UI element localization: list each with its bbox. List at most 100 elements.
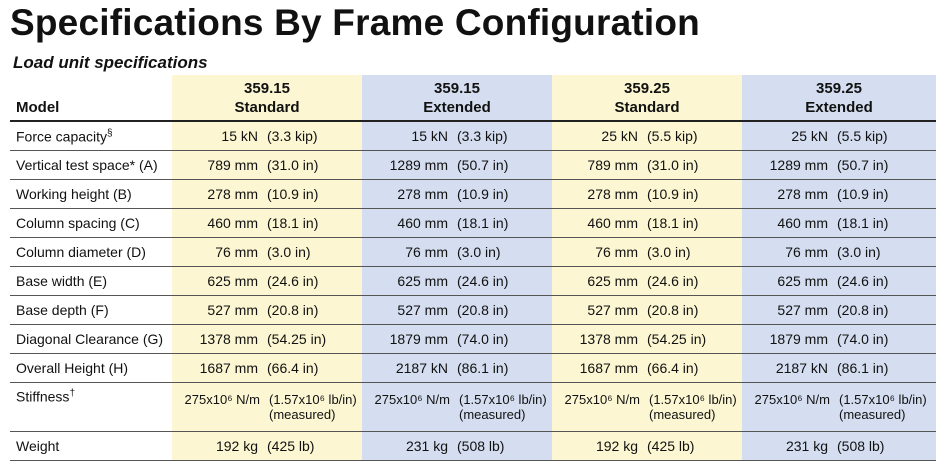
imperial-value: (10.9 in)	[837, 186, 889, 202]
label-text: Column diameter (D)	[16, 244, 146, 260]
imperial-wrap: (1.57x10⁶ lb/in) (measured)	[640, 392, 737, 422]
spec-cell: 527 mm (20.8 in)	[362, 295, 552, 325]
imperial-value: (18.1 in)	[267, 215, 319, 231]
imperial-value: (54.25 in)	[267, 331, 327, 347]
spec-row: Vertical test space* (A) 789 mm (31.0 in) 1…	[10, 150, 936, 180]
footnote-mark: †	[69, 388, 75, 399]
imperial-wrap: (10.9 in)	[828, 186, 888, 202]
imperial-wrap: (50.7 in)	[828, 157, 888, 173]
imperial-value: (10.9 in)	[647, 186, 699, 202]
imperial-wrap: (31.0 in)	[258, 157, 318, 173]
imperial-wrap: (20.8 in)	[638, 302, 698, 318]
metric-value: 527 mm	[587, 302, 638, 318]
imperial-wrap: (66.4 in)	[258, 360, 318, 376]
spec-cell: 278 mm (10.9 in)	[172, 179, 362, 209]
spec-cell: 2187 kN (86.1 in)	[742, 353, 936, 383]
imperial-value: (50.7 in)	[837, 157, 889, 173]
spec-cell: 231 kg (508 lb)	[742, 431, 936, 461]
imperial-wrap: (10.9 in)	[638, 186, 698, 202]
spec-cell: 15 kN (3.3 kip)	[362, 121, 552, 151]
spec-cell: 278 mm (10.9 in)	[362, 179, 552, 209]
imperial-value: (86.1 in)	[837, 360, 889, 376]
imperial-wrap: (3.0 in)	[258, 244, 311, 260]
imperial-value: (1.57x10⁶ lb/in)	[269, 392, 357, 407]
spec-cell: 527 mm (20.8 in)	[742, 295, 936, 325]
imperial-value: (1.57x10⁶ lb/in)	[459, 392, 547, 407]
imperial-wrap: (54.25 in)	[258, 331, 326, 347]
imperial-value: (3.0 in)	[457, 244, 501, 260]
spec-cell: 278 mm (10.9 in)	[552, 179, 742, 209]
metric-value: 192 kg	[215, 438, 258, 454]
label-text: Base width (E)	[16, 273, 108, 289]
label-text: Overall Height (H)	[16, 360, 129, 376]
imperial-value: (10.9 in)	[457, 186, 509, 202]
label-text: Stiffness	[16, 388, 70, 405]
row-label: Column diameter (D)	[10, 237, 172, 267]
imperial-value: (425 lb)	[267, 438, 315, 454]
imperial-wrap: (508 lb)	[828, 438, 884, 454]
spec-cell: 275x10⁶ N/m (1.57x10⁶ lb/in) (measured)	[362, 382, 552, 432]
imperial-value: (20.8 in)	[647, 302, 699, 318]
metric-value: 25 kN	[601, 128, 638, 144]
spec-cell: 275x10⁶ N/m (1.57x10⁶ lb/in) (measured)	[552, 382, 742, 432]
imperial-wrap: (50.7 in)	[448, 157, 508, 173]
spec-row: Column diameter (D) 76 mm (3.0 in) 76 mm (3.…	[10, 237, 936, 267]
imperial-wrap: (20.8 in)	[448, 302, 508, 318]
spec-cell: 1879 mm (74.0 in)	[362, 324, 552, 354]
imperial-wrap: (425 lb)	[258, 438, 314, 454]
column-header: 359.15 Standard	[172, 75, 362, 122]
metric-value: 275x10⁶ N/m	[564, 392, 640, 407]
row-label: Stiffness†	[10, 382, 172, 432]
row-label: Force capacity§	[10, 121, 172, 151]
model-variant: Standard	[614, 98, 680, 116]
imperial-value: (20.8 in)	[837, 302, 889, 318]
spec-cell: 625 mm (24.6 in)	[172, 266, 362, 296]
spec-cell: 460 mm (18.1 in)	[552, 208, 742, 238]
spec-cell: 275x10⁶ N/m (1.57x10⁶ lb/in) (measured)	[742, 382, 936, 432]
spec-cell: 527 mm (20.8 in)	[552, 295, 742, 325]
imperial-value: (3.0 in)	[837, 244, 881, 260]
spec-cell: 2187 kN (86.1 in)	[362, 353, 552, 383]
label-text: Force capacity	[16, 128, 108, 145]
imperial-value: (5.5 kip)	[647, 128, 698, 144]
imperial-wrap: (66.4 in)	[638, 360, 698, 376]
metric-value: 192 kg	[595, 438, 638, 454]
imperial-wrap: (3.0 in)	[828, 244, 881, 260]
label-text: Column spacing (C)	[16, 215, 140, 231]
column-header: 359.25 Extended	[742, 75, 936, 122]
spec-row: Base depth (F) 527 mm (20.8 in) 527 mm (20.8…	[10, 295, 936, 325]
page-title: Specifications By Frame Configuration	[10, 2, 700, 43]
label-text: Weight	[16, 438, 60, 454]
imperial-value: (1.57x10⁶ lb/in)	[649, 392, 737, 407]
imperial-wrap: (86.1 in)	[448, 360, 508, 376]
imperial-value: (20.8 in)	[457, 302, 509, 318]
imperial-value: (3.3 kip)	[457, 128, 508, 144]
spec-cell: 278 mm (10.9 in)	[742, 179, 936, 209]
spec-cell: 192 kg (425 lb)	[552, 431, 742, 461]
spec-cell: 192 kg (425 lb)	[172, 431, 362, 461]
imperial-value: (74.0 in)	[837, 331, 889, 347]
metric-value: 76 mm	[595, 244, 638, 260]
model-variant: Extended	[423, 98, 491, 116]
metric-value: 15 kN	[221, 128, 258, 144]
metric-value: 275x10⁶ N/m	[184, 392, 260, 407]
metric-value: 275x10⁶ N/m	[374, 392, 450, 407]
imperial-wrap: (5.5 kip)	[638, 128, 698, 144]
spec-cell: 231 kg (508 lb)	[362, 431, 552, 461]
imperial-wrap: (24.6 in)	[828, 273, 888, 289]
spec-cell: 625 mm (24.6 in)	[742, 266, 936, 296]
imperial-wrap: (24.6 in)	[638, 273, 698, 289]
metric-value: 278 mm	[587, 186, 638, 202]
footnote-mark: §	[107, 127, 113, 139]
imperial-value: (86.1 in)	[457, 360, 509, 376]
imperial-value: (20.8 in)	[267, 302, 319, 318]
spec-cell: 1378 mm (54.25 in)	[552, 324, 742, 354]
spec-row: Force capacity§ 15 kN (3.3 kip) 15 kN (3.3 k…	[10, 121, 936, 151]
label-text: Vertical test space* (A)	[16, 157, 158, 173]
metric-value: 789 mm	[207, 157, 258, 173]
spec-row: Stiffness† 275x10⁶ N/m (1.57x10⁶ lb/in) (me…	[10, 382, 936, 432]
measurement-note: (measured)	[649, 407, 716, 422]
metric-value: 527 mm	[207, 302, 258, 318]
header-row: Model 359.15 Standard 359.15 Extended 359.25 S…	[10, 75, 936, 122]
spec-cell: 25 kN (5.5 kip)	[742, 121, 936, 151]
